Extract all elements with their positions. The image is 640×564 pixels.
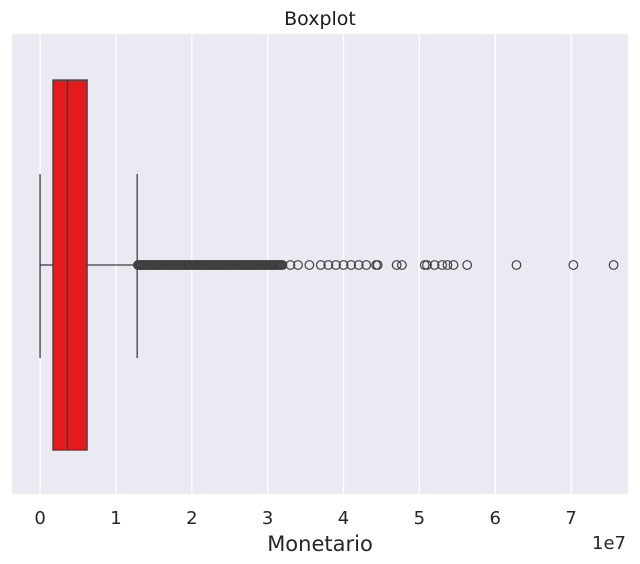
- outlier-point: [361, 260, 372, 270]
- x-tick-label: 2: [186, 508, 197, 529]
- outlier-point: [511, 260, 522, 270]
- outlier-point: [397, 260, 407, 270]
- outlier-point: [323, 260, 334, 270]
- outlier-point: [346, 260, 357, 270]
- outlier-point: [285, 260, 296, 270]
- x-tick-label: 4: [338, 508, 349, 529]
- outlier-point: [304, 260, 315, 270]
- outlier-point: [338, 260, 349, 270]
- outlier-point: [608, 260, 619, 270]
- chart-title: Boxplot: [284, 8, 356, 30]
- outlier-point: [391, 260, 402, 270]
- x-tick-labels: 0 1 2 3 4 5 6 7: [34, 508, 576, 529]
- axis-multiplier: 1e7: [592, 533, 626, 554]
- outlier-point: [331, 260, 341, 270]
- x-axis-label: Monetario: [267, 532, 373, 556]
- outlier-point: [462, 260, 473, 270]
- outlier-point: [422, 260, 432, 270]
- outlier-points: [133, 260, 619, 270]
- outlier-point: [568, 260, 579, 270]
- box-group: [39, 79, 138, 451]
- x-tick-label: 5: [414, 508, 425, 529]
- x-tick-label: 0: [34, 508, 45, 529]
- outlier-point: [293, 260, 303, 270]
- x-tick-label: 3: [262, 508, 273, 529]
- outlier-point: [437, 260, 448, 270]
- iqr-box: [52, 79, 88, 451]
- x-tick-label: 7: [565, 508, 576, 529]
- outlier-point: [442, 260, 453, 270]
- x-tick-label: 1: [110, 508, 121, 529]
- outlier-point: [315, 260, 326, 270]
- outlier-point: [448, 260, 459, 270]
- x-tick-label: 6: [490, 508, 501, 529]
- outlier-point: [277, 260, 288, 270]
- outlier-point: [372, 260, 383, 270]
- plot-area: [12, 34, 628, 494]
- outlier-point: [353, 260, 364, 270]
- outlier-point: [429, 260, 440, 270]
